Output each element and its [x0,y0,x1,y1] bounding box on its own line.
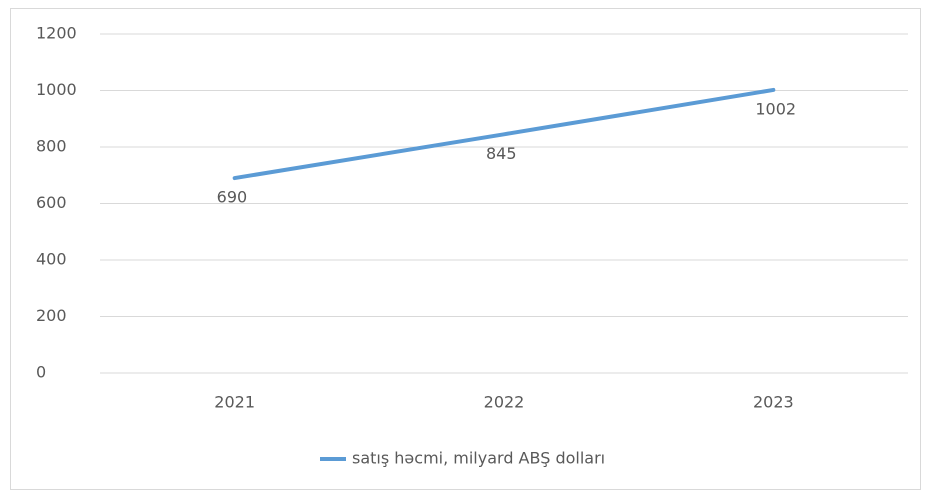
x-tick-label: 2023 [753,393,794,412]
chart-border [10,8,921,490]
data-label: 845 [486,144,517,163]
x-tick-label: 2021 [214,393,255,412]
legend-label: satış həcmi, milyard ABŞ dolları [352,449,605,468]
y-tick-label: 1200 [36,24,77,43]
data-label: 690 [217,188,248,207]
x-tick-label: 2022 [484,393,525,412]
data-label: 1002 [755,99,796,118]
data-line [232,87,776,181]
y-tick-label: 200 [36,306,67,325]
y-tick-label: 800 [36,137,67,156]
y-tick-label: 0 [36,363,46,382]
y-tick-label: 1000 [36,80,77,99]
y-tick-label: 600 [36,193,67,212]
y-tick-label: 400 [36,250,67,269]
